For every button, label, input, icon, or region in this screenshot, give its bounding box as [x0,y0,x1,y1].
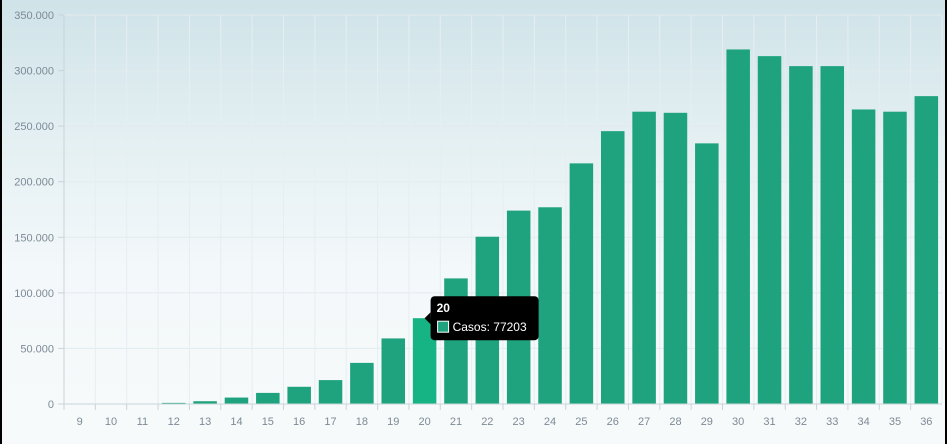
bar [914,96,939,405]
x-tick-label: 35 [889,416,901,428]
y-axis: 0 50.000 100.000 150.000 200.000 250.000 300.0… [14,10,65,411]
x-tick-label: 18 [356,416,368,428]
tooltip-swatch [437,320,450,333]
x-axis: 9 10 11 12 13 14 15 16 17 18 19 20 21 22 23 24 25 26 27 28 2… [63,403,942,428]
y-tick-label: 250.000 [14,121,54,133]
bar [538,207,562,404]
bar [695,143,719,404]
bar [412,318,437,404]
x-tick-label: 30 [732,416,744,428]
y-tick-label: 0 [48,399,54,411]
bars [161,49,939,405]
x-tick-label: 31 [763,416,775,428]
x-tick-label: 15 [262,416,274,428]
x-tick-label: 13 [199,416,211,428]
bar [193,401,217,404]
y-tick-label: 50.000 [20,343,54,355]
bar [789,66,813,404]
bar [726,49,750,404]
y-tick-label: 350.000 [14,10,54,22]
bar [663,112,688,404]
tooltip-box [430,296,539,341]
x-tick-label: 33 [826,416,838,428]
bar [256,392,280,404]
bar [569,163,594,404]
x-tick-label: 22 [481,416,493,428]
x-tick-label: 21 [450,416,462,428]
bar [632,111,656,405]
x-tick-label: 19 [387,416,399,428]
y-tick-label: 300.000 [14,66,54,78]
x-tick-label: 29 [701,416,713,428]
bar [287,386,311,404]
bar [318,380,343,404]
bar [820,66,845,404]
bar [600,131,625,404]
y-tick-label: 100.000 [14,288,54,300]
x-tick-label: 9 [77,416,83,428]
tooltip: 20 Casos: 77203 [424,296,539,341]
tooltip-title: 20 [437,301,451,315]
x-tick-label: 10 [105,416,117,428]
x-tick-label: 11 [137,416,148,428]
bar [757,56,782,404]
bar [883,111,907,405]
tooltip-label: Casos: 77203 [453,320,527,334]
bar [224,397,249,404]
tooltip-arrow [424,312,431,325]
x-tick-label: 28 [669,416,681,428]
x-tick-label: 14 [230,416,242,428]
x-tick-label: 17 [324,416,336,428]
x-tick-label: 36 [920,416,932,428]
bar [851,109,876,404]
x-tick-label: 26 [607,416,619,428]
y-tick-label: 150.000 [14,232,54,244]
x-tick-label: 16 [293,416,305,428]
x-tick-label: 20 [418,416,430,428]
bar [350,362,374,404]
x-tick-label: 25 [575,416,587,428]
x-tick-label: 27 [638,416,650,428]
x-tick-label: 23 [513,416,525,428]
x-tick-label: 24 [544,416,556,428]
bar [381,338,406,404]
y-tick-label: 200.000 [14,177,54,189]
x-tick-label: 32 [795,416,807,428]
x-tick-label: 34 [857,416,869,428]
bar [161,402,186,404]
x-tick-label: 12 [168,416,180,428]
